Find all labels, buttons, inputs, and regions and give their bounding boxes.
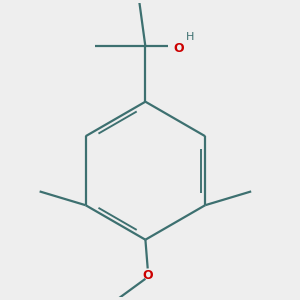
Text: O: O: [142, 269, 153, 282]
Text: O: O: [173, 42, 184, 55]
Text: H: H: [186, 32, 194, 42]
